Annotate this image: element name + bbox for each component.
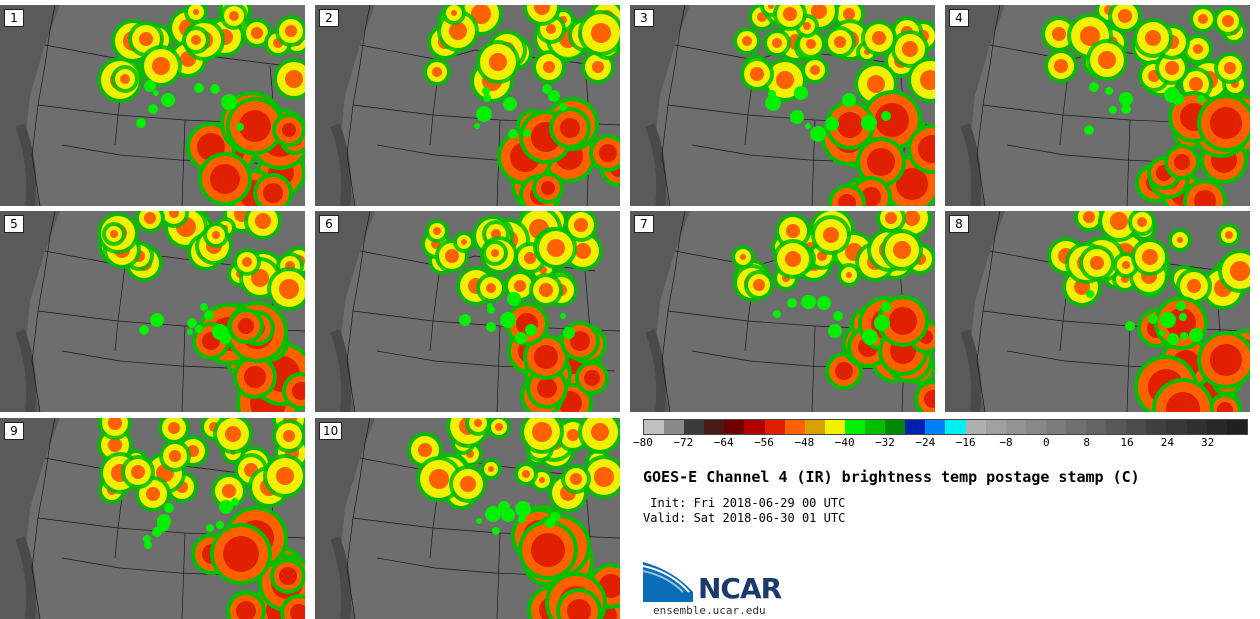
- init-time: Init: Fri 2018-06-29 00 UTC: [643, 496, 846, 510]
- colorbar-swatch: [1045, 420, 1066, 434]
- panel-number-label: 5: [4, 215, 24, 233]
- website-url[interactable]: ensemble.ucar.edu: [653, 604, 766, 617]
- colorbar-tick-label: −64: [713, 436, 734, 449]
- postage-stamp-panel: 7: [630, 211, 935, 412]
- colorbar-tick-label: 0: [1043, 436, 1050, 449]
- colorbar-swatch: [684, 420, 705, 434]
- colorbar-swatch: [1065, 420, 1087, 434]
- postage-stamp-panel: 3: [630, 5, 935, 206]
- colorbar-swatch: [764, 420, 785, 434]
- colorbar-tick-label: 32: [1201, 436, 1215, 449]
- colorbar-tick-label: −8: [999, 436, 1013, 449]
- postage-stamp-panel: 9: [0, 418, 305, 619]
- colorbar-swatch: [724, 420, 745, 434]
- colorbar-swatch: [704, 420, 725, 434]
- postage-stamp-panel: 10: [315, 418, 620, 619]
- chart-title: GOES-E Channel 4 (IR) brightness temp po…: [643, 468, 1140, 486]
- colorbar-swatch: [925, 420, 946, 434]
- colorbar-swatch: [844, 420, 866, 434]
- colorbar-tick-label: −16: [955, 436, 976, 449]
- colorbar-swatch: [664, 420, 685, 434]
- colorbar-swatch: [965, 420, 986, 434]
- colorbar-tick-label: −72: [673, 436, 694, 449]
- colorbar-ticks: −80 −72 −64 −56 −48 −40 −32 −24 −16 −8 0 8 16 24 32: [633, 435, 1248, 451]
- colorbar-swatch: [1226, 420, 1247, 434]
- run-info: Init: Fri 2018-06-29 00 UTC Valid: Sat 2…: [643, 496, 845, 526]
- colorbar-tick-label: −24: [915, 436, 936, 449]
- panel-number-label: 3: [634, 9, 654, 27]
- postage-stamp-panel: 4: [945, 5, 1250, 206]
- colorbar-tick-label: 24: [1160, 436, 1174, 449]
- postage-stamp-panel: 1: [0, 5, 305, 206]
- colorbar-swatch: [744, 420, 765, 434]
- colorbar-tick-label: −32: [875, 436, 895, 449]
- colorbar: [643, 419, 1248, 435]
- ncar-logo-text: NCAR: [698, 572, 782, 605]
- colorbar-tick-label: 8: [1083, 436, 1090, 449]
- panel-number-label: 6: [319, 215, 339, 233]
- valid-time: Valid: Sat 2018-06-30 01 UTC: [643, 511, 846, 525]
- panel-number-label: 4: [949, 9, 969, 27]
- colorbar-swatch: [1206, 420, 1227, 434]
- colorbar-swatch: [1005, 420, 1026, 434]
- colorbar-legend: −80 −72 −64 −56 −48 −40 −32 −24 −16 −8 0 8 16 24 32: [633, 419, 1248, 451]
- colorbar-tick-label: −80: [633, 436, 653, 449]
- postage-stamp-panel: 5: [0, 211, 305, 412]
- colorbar-swatch: [1166, 420, 1187, 434]
- colorbar-swatch: [804, 420, 825, 434]
- colorbar-swatch: [824, 420, 845, 434]
- colorbar-swatch: [1126, 420, 1147, 434]
- panel-number-label: 8: [949, 215, 969, 233]
- postage-stamp-panel: 2: [315, 5, 620, 206]
- colorbar-swatch: [784, 420, 805, 434]
- colorbar-tick-label: −40: [834, 436, 855, 449]
- colorbar-tick-label: 16: [1120, 436, 1134, 449]
- colorbar-swatch: [644, 420, 665, 434]
- colorbar-swatch: [985, 420, 1006, 434]
- colorbar-swatch: [865, 420, 886, 434]
- colorbar-swatch: [1025, 420, 1046, 434]
- ncar-logo-icon: [643, 562, 693, 602]
- colorbar-swatch: [1146, 420, 1167, 434]
- panel-number-label: 10: [319, 422, 343, 440]
- postage-stamp-panel: 8: [945, 211, 1250, 412]
- colorbar-tick-label: −56: [754, 436, 774, 449]
- panel-number-label: 2: [319, 9, 339, 27]
- colorbar-swatch: [1106, 420, 1127, 434]
- colorbar-swatch: [1186, 420, 1207, 434]
- colorbar-swatch: [1086, 420, 1107, 434]
- colorbar-swatch: [885, 420, 906, 434]
- postage-stamp-panel: 6: [315, 211, 620, 412]
- panel-number-label: 9: [4, 422, 24, 440]
- colorbar-swatch: [905, 420, 926, 434]
- colorbar-swatch: [945, 420, 966, 434]
- panel-number-label: 7: [634, 215, 654, 233]
- colorbar-tick-label: −48: [794, 436, 815, 449]
- panel-number-label: 1: [4, 9, 24, 27]
